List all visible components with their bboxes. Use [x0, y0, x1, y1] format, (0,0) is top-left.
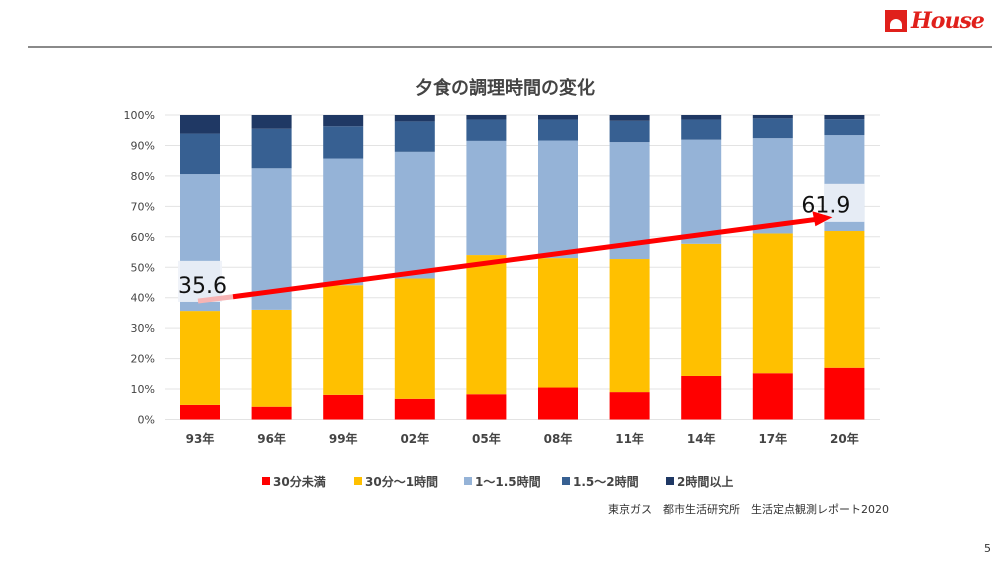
bar-segment [394, 278, 435, 399]
bar-segment [251, 115, 292, 129]
bar-segment [323, 158, 364, 286]
house-logo: House [885, 8, 985, 34]
bar-segment [394, 115, 435, 122]
x-tick-label: 99年 [329, 431, 358, 446]
x-tick-label: 08年 [544, 431, 573, 446]
bar-segment [681, 119, 722, 140]
bar-segment [323, 394, 364, 420]
header-divider [28, 46, 992, 48]
bar-segment [824, 231, 865, 368]
legend-label: 30分〜1時間 [365, 474, 438, 489]
bar-segment [752, 118, 793, 139]
y-tick-label: 80% [131, 170, 155, 183]
legend-swatch [666, 477, 674, 485]
trend-arrow-tail [197, 294, 234, 304]
bar-segment [180, 133, 220, 175]
x-tick-label: 17年 [758, 431, 787, 446]
bar-segment [466, 119, 507, 141]
bar-segment [251, 128, 292, 169]
bar-segment [180, 404, 220, 420]
legend-swatch [562, 477, 570, 485]
y-tick-label: 10% [131, 383, 155, 396]
bar-segment [394, 398, 435, 420]
y-tick-label: 60% [131, 231, 155, 244]
bar-segment [681, 139, 722, 244]
bar-segment [538, 387, 578, 420]
bar-segment [466, 255, 507, 395]
bar-segment [681, 243, 722, 376]
house-logo-text: House [911, 8, 985, 34]
bar-segment [323, 285, 364, 395]
legend-swatch [262, 477, 270, 485]
legend-label: 1〜1.5時間 [475, 474, 541, 489]
bar-segment [609, 142, 650, 260]
bar-segment [251, 309, 292, 407]
bar-segment [681, 375, 722, 420]
annotation-box [178, 260, 222, 302]
bar-segment [466, 140, 507, 256]
bar-segment [609, 392, 650, 420]
bar-segment [752, 233, 793, 374]
legend-swatch [354, 477, 362, 485]
bar-segment [394, 151, 435, 279]
bar-segment [609, 120, 650, 143]
annotation-label: 35.6 [178, 274, 227, 299]
legend-swatch [464, 477, 472, 485]
bar-segment [824, 119, 865, 136]
y-tick-label: 100% [124, 109, 155, 122]
bar-segment [752, 373, 793, 420]
bar-segment [466, 115, 507, 120]
x-tick-label: 20年 [830, 431, 859, 446]
bar-segment [466, 394, 507, 420]
y-tick-label: 50% [131, 261, 155, 274]
bar-segment [609, 259, 650, 393]
bar-segment [538, 258, 578, 388]
trend-arrow-line [232, 216, 821, 300]
bar-segment [538, 119, 578, 141]
bar-segment [323, 126, 364, 159]
bar-segment [538, 115, 578, 120]
bar-segment [251, 406, 292, 420]
x-tick-label: 96年 [257, 431, 286, 446]
x-tick-label: 14年 [687, 431, 716, 446]
x-tick-label: 05年 [472, 431, 501, 446]
bar-segment [824, 115, 865, 120]
house-logo-mark-icon [885, 10, 907, 32]
y-tick-label: 40% [131, 292, 155, 305]
legend-label: 2時間以上 [677, 474, 733, 489]
trend-arrow-head-icon [812, 211, 833, 227]
x-tick-label: 11年 [615, 431, 644, 446]
bar-segment [681, 115, 722, 120]
page-number: 5 [984, 542, 991, 555]
bar-segment [609, 115, 650, 121]
x-tick-label: 02年 [400, 431, 429, 446]
y-tick-label: 0% [138, 414, 155, 427]
legend-label: 30分未満 [273, 474, 326, 489]
y-tick-label: 30% [131, 322, 155, 335]
bar-segment [251, 168, 292, 310]
x-tick-label: 93年 [186, 431, 215, 446]
y-tick-label: 90% [131, 139, 155, 152]
bar-segment [752, 115, 793, 119]
bar-segment [394, 121, 435, 152]
bar-segment [180, 115, 220, 134]
bar-segment [752, 138, 793, 234]
bar-segment [323, 115, 364, 127]
y-tick-label: 20% [131, 353, 155, 366]
legend-label: 1.5〜2時間 [573, 474, 639, 489]
annotation-box [824, 183, 865, 222]
bar-segment [824, 367, 865, 420]
bar-segment [538, 140, 578, 259]
annotation-label: 61.9 [801, 194, 850, 219]
y-tick-label: 70% [131, 200, 155, 213]
chart-title: 夕食の調理時間の変化 [415, 77, 595, 99]
source-credit: 東京ガス 都市生活研究所 生活定点観測レポート2020 [608, 503, 889, 516]
bar-segment [180, 311, 220, 405]
